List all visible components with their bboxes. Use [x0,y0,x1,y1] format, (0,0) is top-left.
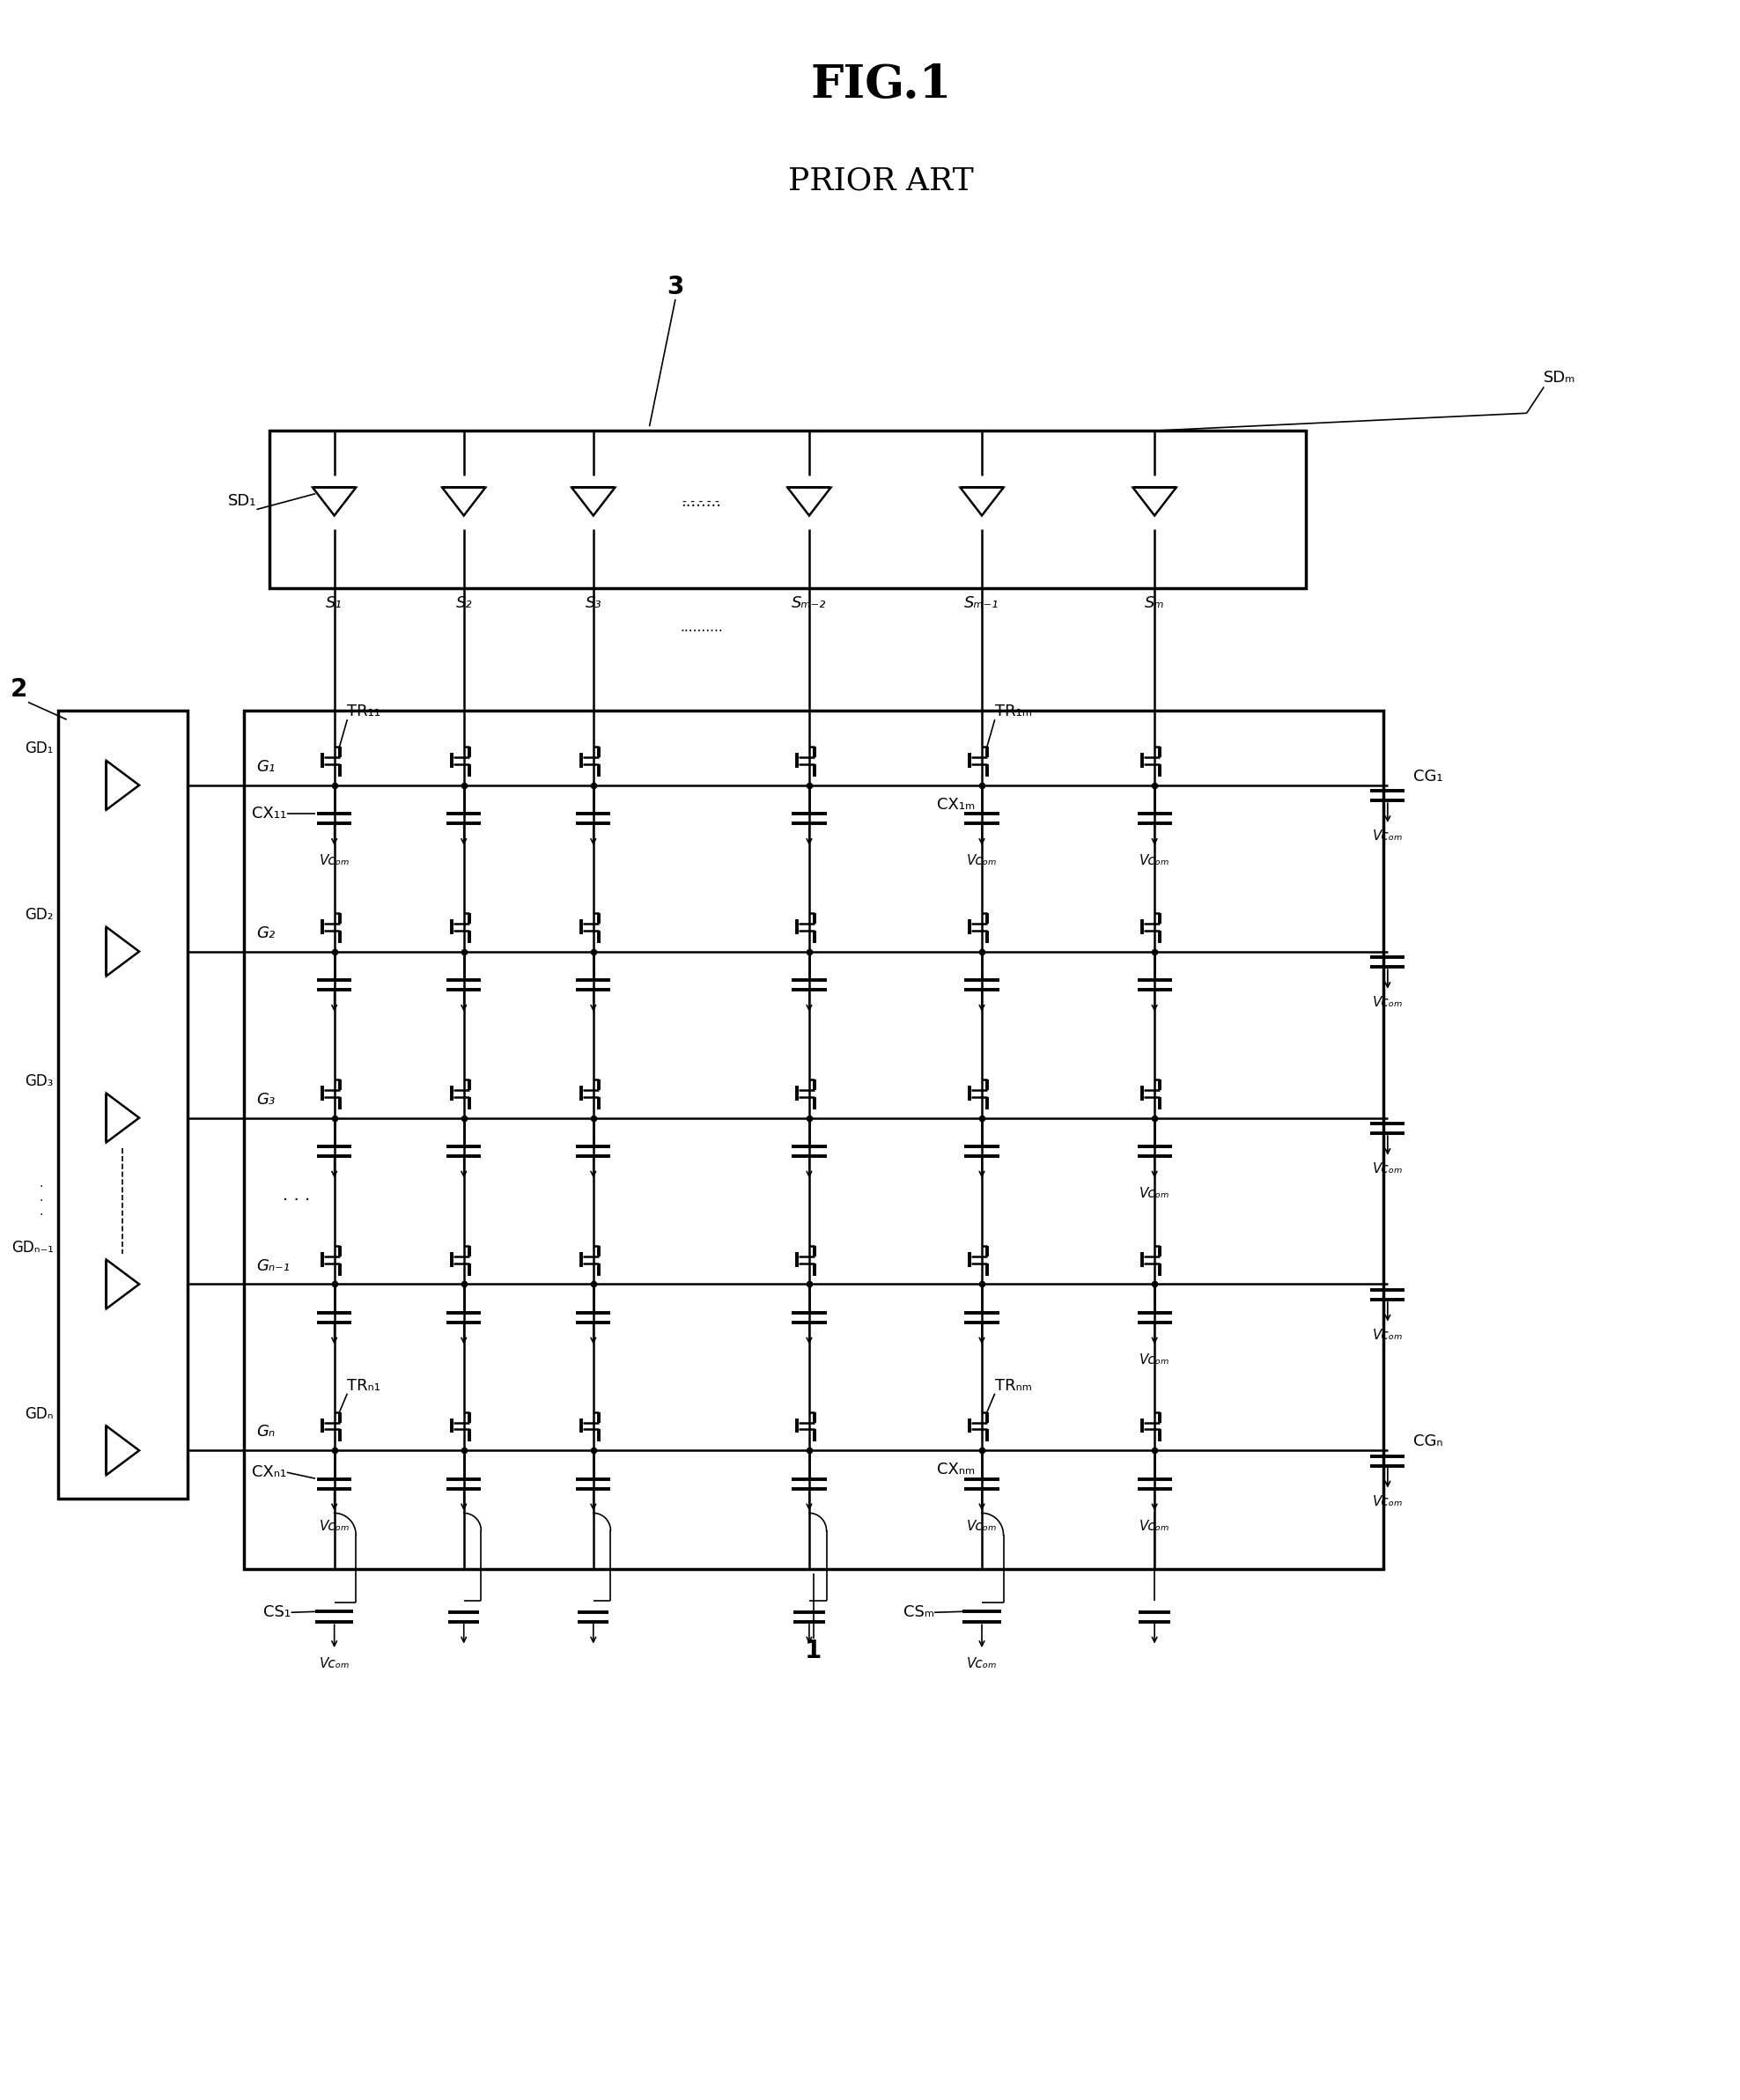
Text: TR₁₁: TR₁₁ [348,704,381,720]
Bar [244,710,1383,1569]
Text: Vᴄₒₘ: Vᴄₒₘ [967,1520,997,1533]
Text: Sₘ: Sₘ [1145,594,1164,611]
Text: G₃: G₃ [256,1092,275,1107]
Text: Vᴄₒₘ: Vᴄₒₘ [1373,1163,1402,1176]
Text: CSₘ: CSₘ [903,1604,934,1621]
Text: S₃: S₃ [585,594,602,611]
Bar [270,430,1305,588]
Text: TR₁ₘ: TR₁ₘ [995,704,1032,720]
Text: Vᴄₒₘ: Vᴄₒₘ [967,1657,997,1670]
Text: Vᴄₒₘ: Vᴄₒₘ [967,855,997,867]
Text: CXₙₘ: CXₙₘ [936,1462,974,1478]
Text: CXₙ₁: CXₙ₁ [252,1464,287,1480]
Text: ..........: .......... [680,622,722,634]
Text: 2: 2 [10,678,28,701]
Polygon shape [572,487,614,517]
Polygon shape [1133,487,1176,517]
Text: Vᴄₒₘ: Vᴄₒₘ [1140,1352,1169,1367]
Polygon shape [788,487,830,517]
Text: Gₙ: Gₙ [256,1424,275,1441]
Text: 1: 1 [806,1638,821,1663]
Text: - - - - -: - - - - - [682,496,720,508]
Text: SDₘ: SDₘ [1543,370,1576,386]
Text: Vᴄₒₘ: Vᴄₒₘ [1140,1186,1169,1201]
Text: Vᴄₒₘ: Vᴄₒₘ [318,1520,350,1533]
Text: GD₁: GD₁ [24,741,54,756]
Text: FIG.1: FIG.1 [811,63,952,107]
Text: Vᴄₒₘ: Vᴄₒₘ [1140,1520,1169,1533]
Text: GD₃: GD₃ [24,1073,54,1090]
Polygon shape [106,1426,139,1474]
Text: Vᴄₒₘ: Vᴄₒₘ [1373,1329,1402,1342]
Polygon shape [442,487,485,517]
Text: S₂: S₂ [456,594,472,611]
Text: GD₂: GD₂ [24,907,54,922]
Polygon shape [313,487,357,517]
Text: CGₙ: CGₙ [1413,1434,1442,1449]
Text: ·
·
·: · · · [38,1180,44,1222]
Text: Vᴄₒₘ: Vᴄₒₘ [1373,830,1402,842]
Text: Vᴄₒₘ: Vᴄₒₘ [1140,855,1169,867]
Text: Vᴄₒₘ: Vᴄₒₘ [1373,995,1402,1010]
Text: G₁: G₁ [256,758,275,775]
Text: ........: ........ [680,494,722,510]
Text: CX₁ₘ: CX₁ₘ [936,796,974,813]
Text: TRₙ₁: TRₙ₁ [348,1378,381,1394]
Text: TRₙₘ: TRₙₘ [995,1378,1032,1394]
Text: 3: 3 [666,275,684,300]
Bar [57,710,188,1499]
Text: · · ·: · · · [282,1193,310,1210]
Text: Sₘ₋₂: Sₘ₋₂ [792,594,826,611]
Text: Vᴄₒₘ: Vᴄₒₘ [318,1657,350,1670]
Text: GDₙ: GDₙ [24,1405,54,1422]
Text: CX₁₁: CX₁₁ [252,804,287,821]
Text: GDₙ₋₁: GDₙ₋₁ [12,1239,54,1256]
Polygon shape [960,487,1004,517]
Text: PRIOR ART: PRIOR ART [788,166,974,195]
Text: Vᴄₒₘ: Vᴄₒₘ [1373,1495,1402,1508]
Text: Gₙ₋₁: Gₙ₋₁ [256,1258,291,1275]
Polygon shape [106,760,139,811]
Text: S₁: S₁ [325,594,343,611]
Text: G₂: G₂ [256,926,275,941]
Text: Sₘ₋₁: Sₘ₋₁ [964,594,999,611]
Text: CS₁: CS₁ [264,1604,291,1621]
Polygon shape [106,926,139,977]
Text: CG₁: CG₁ [1413,769,1442,785]
Polygon shape [106,1260,139,1308]
Text: Vᴄₒₘ: Vᴄₒₘ [318,855,350,867]
Text: SD₁: SD₁ [228,494,256,508]
Polygon shape [106,1094,139,1142]
